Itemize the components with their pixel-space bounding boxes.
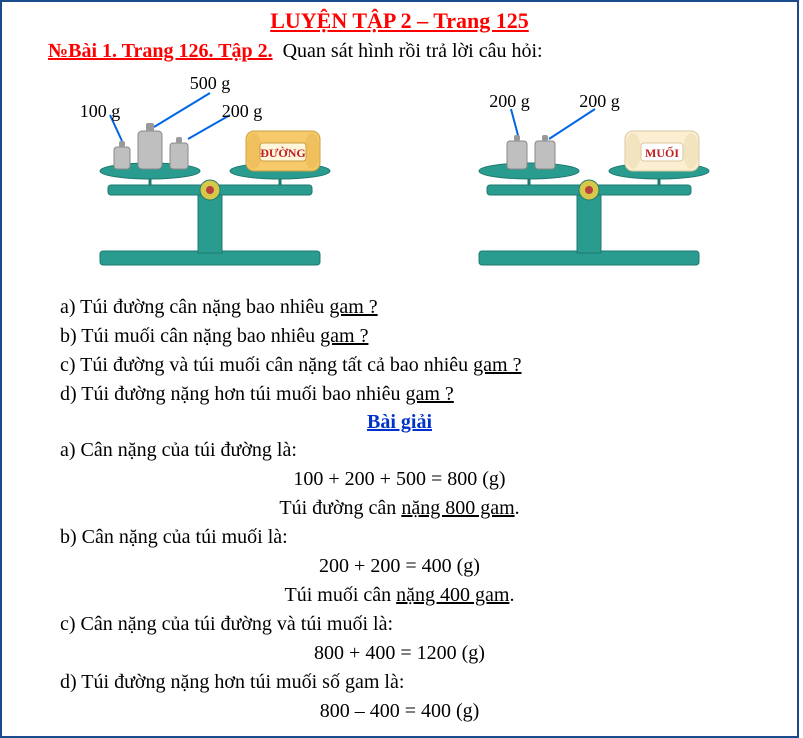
weight-label: 100 g: [80, 101, 121, 122]
weight-label: 200 g: [579, 91, 620, 112]
weight-icon: [507, 135, 527, 169]
exercise-line: №Bài 1. Trang 126. Tập 2. Quan sát hình …: [48, 40, 779, 63]
solution-c-lead: c) Cân nặng của túi đường và túi muối là…: [60, 610, 779, 639]
weight-label: 200 g: [489, 91, 530, 112]
exercise-ref: №Bài 1. Trang 126. Tập 2.: [48, 40, 273, 62]
balance-scale-sugar: 500 g 100 g 200 g: [50, 73, 370, 273]
exercise-prompt: Quan sát hình rồi trả lời câu hỏi:: [283, 40, 543, 62]
solution-title: Bài giải: [20, 411, 779, 434]
weight-icon: [535, 135, 555, 169]
solution-b-stmt: Túi muối cân nặng 400 gam.: [20, 581, 779, 610]
weight-label: 200 g: [222, 101, 263, 122]
solution-a-stmt: Túi đường cân nặng 800 gam.: [20, 494, 779, 523]
question-d: d) Túi đường nặng hơn túi muối bao nhiêu…: [60, 380, 779, 409]
svg-text:ĐƯỜNG: ĐƯỜNG: [260, 146, 306, 160]
question-a: a) Túi đường cân nặng bao nhiêu gam ?: [60, 293, 779, 322]
solution-a-lead: a) Cân nặng của túi đường là:: [60, 436, 779, 465]
balance-scale-salt: 200 g 200 g: [429, 73, 749, 273]
questions-block: a) Túi đường cân nặng bao nhiêu gam ? b)…: [60, 293, 779, 409]
question-b: b) Túi muối cân nặng bao nhiêu gam ?: [60, 322, 779, 351]
weight-icon: [114, 141, 130, 169]
figure-row: 500 g 100 g 200 g: [20, 73, 779, 273]
solution-c-eq: 800 + 400 = 1200 (g): [20, 639, 779, 668]
weight-icon: [138, 123, 162, 169]
weight-icon: [170, 137, 188, 169]
bag-salt: MUỐI: [625, 131, 699, 171]
solution-d-eq: 800 – 400 = 400 (g): [20, 697, 779, 726]
page-title: LUYỆN TẬP 2 – Trang 125: [20, 8, 779, 34]
question-c: c) Túi đường và túi muối cân nặng tất cả…: [60, 351, 779, 380]
bag-sugar: ĐƯỜNG: [246, 131, 320, 171]
solution-block: a) Cân nặng của túi đường là: 100 + 200 …: [60, 436, 779, 726]
page-border: LUYỆN TẬP 2 – Trang 125 №Bài 1. Trang 12…: [0, 0, 799, 738]
solution-b-lead: b) Cân nặng của túi muối là:: [60, 523, 779, 552]
solution-b-eq: 200 + 200 = 400 (g): [20, 552, 779, 581]
solution-a-eq: 100 + 200 + 500 = 800 (g): [20, 465, 779, 494]
solution-d-lead: d) Túi đường nặng hơn túi muối số gam là…: [60, 668, 779, 697]
weight-label: 500 g: [190, 73, 231, 94]
svg-text:MUỐI: MUỐI: [645, 145, 679, 160]
